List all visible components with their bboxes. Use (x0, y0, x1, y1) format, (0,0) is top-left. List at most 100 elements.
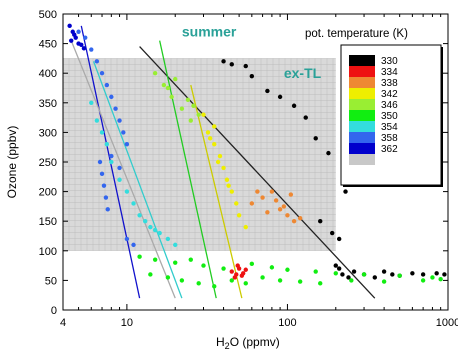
data-point-354 (109, 159, 114, 165)
data-point-330 (318, 219, 323, 224)
data-point-350 (221, 266, 226, 271)
data-point-358 (124, 142, 130, 147)
data-point-330 (346, 275, 351, 280)
data-point-350 (173, 260, 178, 265)
data-point-346 (173, 76, 178, 82)
data-point-358 (99, 171, 105, 177)
data-point-358 (99, 71, 105, 76)
regression-line-2 (92, 61, 183, 299)
data-point-350 (188, 257, 193, 262)
data-point-362 (69, 38, 74, 43)
data-point-350 (229, 278, 234, 283)
data-point-342 (212, 124, 217, 129)
y-tick-label: 500 (39, 9, 57, 21)
data-point-350 (269, 265, 275, 270)
data-point-342 (234, 201, 239, 206)
data-point-338 (273, 198, 279, 203)
data-point-338 (288, 192, 294, 197)
legend-swatch (349, 154, 375, 165)
data-point-354 (173, 242, 178, 248)
data-point-354 (137, 213, 142, 218)
y-tick-label: 150 (39, 216, 57, 228)
data-point-342 (236, 213, 242, 218)
y-tick-label: 250 (39, 157, 57, 169)
data-point-334 (229, 269, 234, 274)
legend-label: 358 (381, 133, 398, 144)
y-tick-label: 200 (39, 187, 57, 199)
x-tick-label: 100 (278, 317, 296, 329)
data-point-358 (131, 242, 136, 248)
data-point-354 (165, 236, 171, 242)
data-point-350 (285, 267, 290, 272)
data-point-330 (249, 73, 255, 79)
legend-swatch (349, 99, 375, 110)
data-point-338 (249, 201, 255, 206)
y-axis-title: Ozone (ppbv) (5, 126, 19, 199)
data-point-362 (72, 32, 77, 37)
data-point-330 (381, 269, 387, 274)
data-point-350 (430, 275, 435, 280)
legend-label: 346 (381, 100, 398, 111)
y-tick-label: 50 (45, 275, 57, 287)
data-point-354 (117, 177, 122, 182)
data-point-342 (229, 189, 234, 194)
x-axis-title-main: H (216, 335, 225, 349)
data-point-350 (212, 284, 217, 289)
data-point-354 (124, 189, 130, 194)
data-point-350 (361, 272, 367, 277)
data-point-342 (212, 142, 217, 147)
data-point-338 (291, 219, 297, 224)
data-point-362 (81, 46, 87, 51)
data-point-350 (333, 271, 338, 276)
data-point-338 (255, 189, 260, 194)
data-point-330 (313, 136, 318, 141)
x-tick-label: 1000 (436, 317, 458, 329)
data-point-350 (381, 279, 387, 284)
data-point-330 (243, 63, 248, 69)
data-point-342 (205, 130, 211, 135)
data-point-330 (333, 263, 338, 268)
annotation-summer: summer (182, 23, 237, 39)
data-point-342 (221, 165, 226, 171)
data-point-342 (226, 183, 231, 188)
regression-line-4 (190, 84, 243, 299)
legend-title: pot. temperature (K) (305, 28, 408, 40)
data-point-330 (326, 150, 331, 156)
data-point-330 (336, 236, 342, 242)
data-point-330 (291, 103, 297, 108)
data-point-350 (152, 257, 158, 262)
data-point-330 (229, 62, 234, 67)
axes: 0 50 100 150 200 250 300 350 400 450 500 4 10 100 1000 (39, 9, 458, 329)
data-point-338 (260, 195, 265, 200)
x-axis-title-rest: O (ppmv) (230, 335, 280, 349)
data-point-346 (179, 106, 185, 111)
data-point-350 (148, 272, 153, 277)
data-point-338 (285, 213, 290, 218)
data-point-330 (351, 269, 357, 274)
y-tick-label: 350 (39, 98, 57, 110)
legend-label: 342 (381, 89, 398, 100)
data-point-346 (165, 85, 171, 91)
data-point-354 (152, 227, 158, 233)
data-point-358 (104, 82, 110, 88)
data-point-350 (179, 278, 185, 283)
legend-swatch (349, 55, 375, 66)
data-point-330 (303, 115, 308, 120)
data-point-350 (277, 278, 283, 283)
data-point-362 (79, 42, 84, 47)
data-point-346 (185, 97, 191, 103)
data-point-358 (94, 59, 100, 64)
data-point-334 (235, 263, 240, 268)
data-point-354 (131, 201, 136, 206)
legend-swatch (349, 77, 375, 88)
data-point-350 (165, 275, 171, 280)
data-point-334 (240, 271, 246, 276)
data-point-330 (390, 272, 395, 277)
data-point-330 (372, 275, 377, 280)
data-point-330 (336, 266, 342, 271)
data-point-350 (137, 254, 142, 259)
data-point-338 (265, 210, 270, 215)
data-point-330 (340, 272, 345, 277)
data-point-358 (121, 130, 126, 135)
data-point-358 (103, 195, 109, 200)
